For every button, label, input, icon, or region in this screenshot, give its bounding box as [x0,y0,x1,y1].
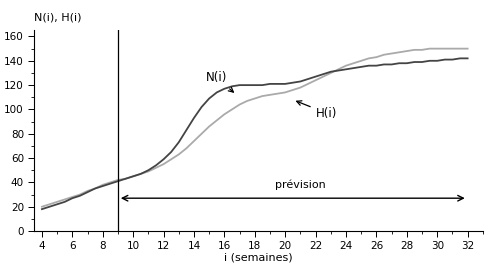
Text: N(i): N(i) [206,71,233,92]
Text: N(i), H(i): N(i), H(i) [34,12,82,22]
X-axis label: i (semaines): i (semaines) [225,253,293,263]
Text: H(i): H(i) [297,101,337,120]
Text: prévision: prévision [275,179,326,190]
